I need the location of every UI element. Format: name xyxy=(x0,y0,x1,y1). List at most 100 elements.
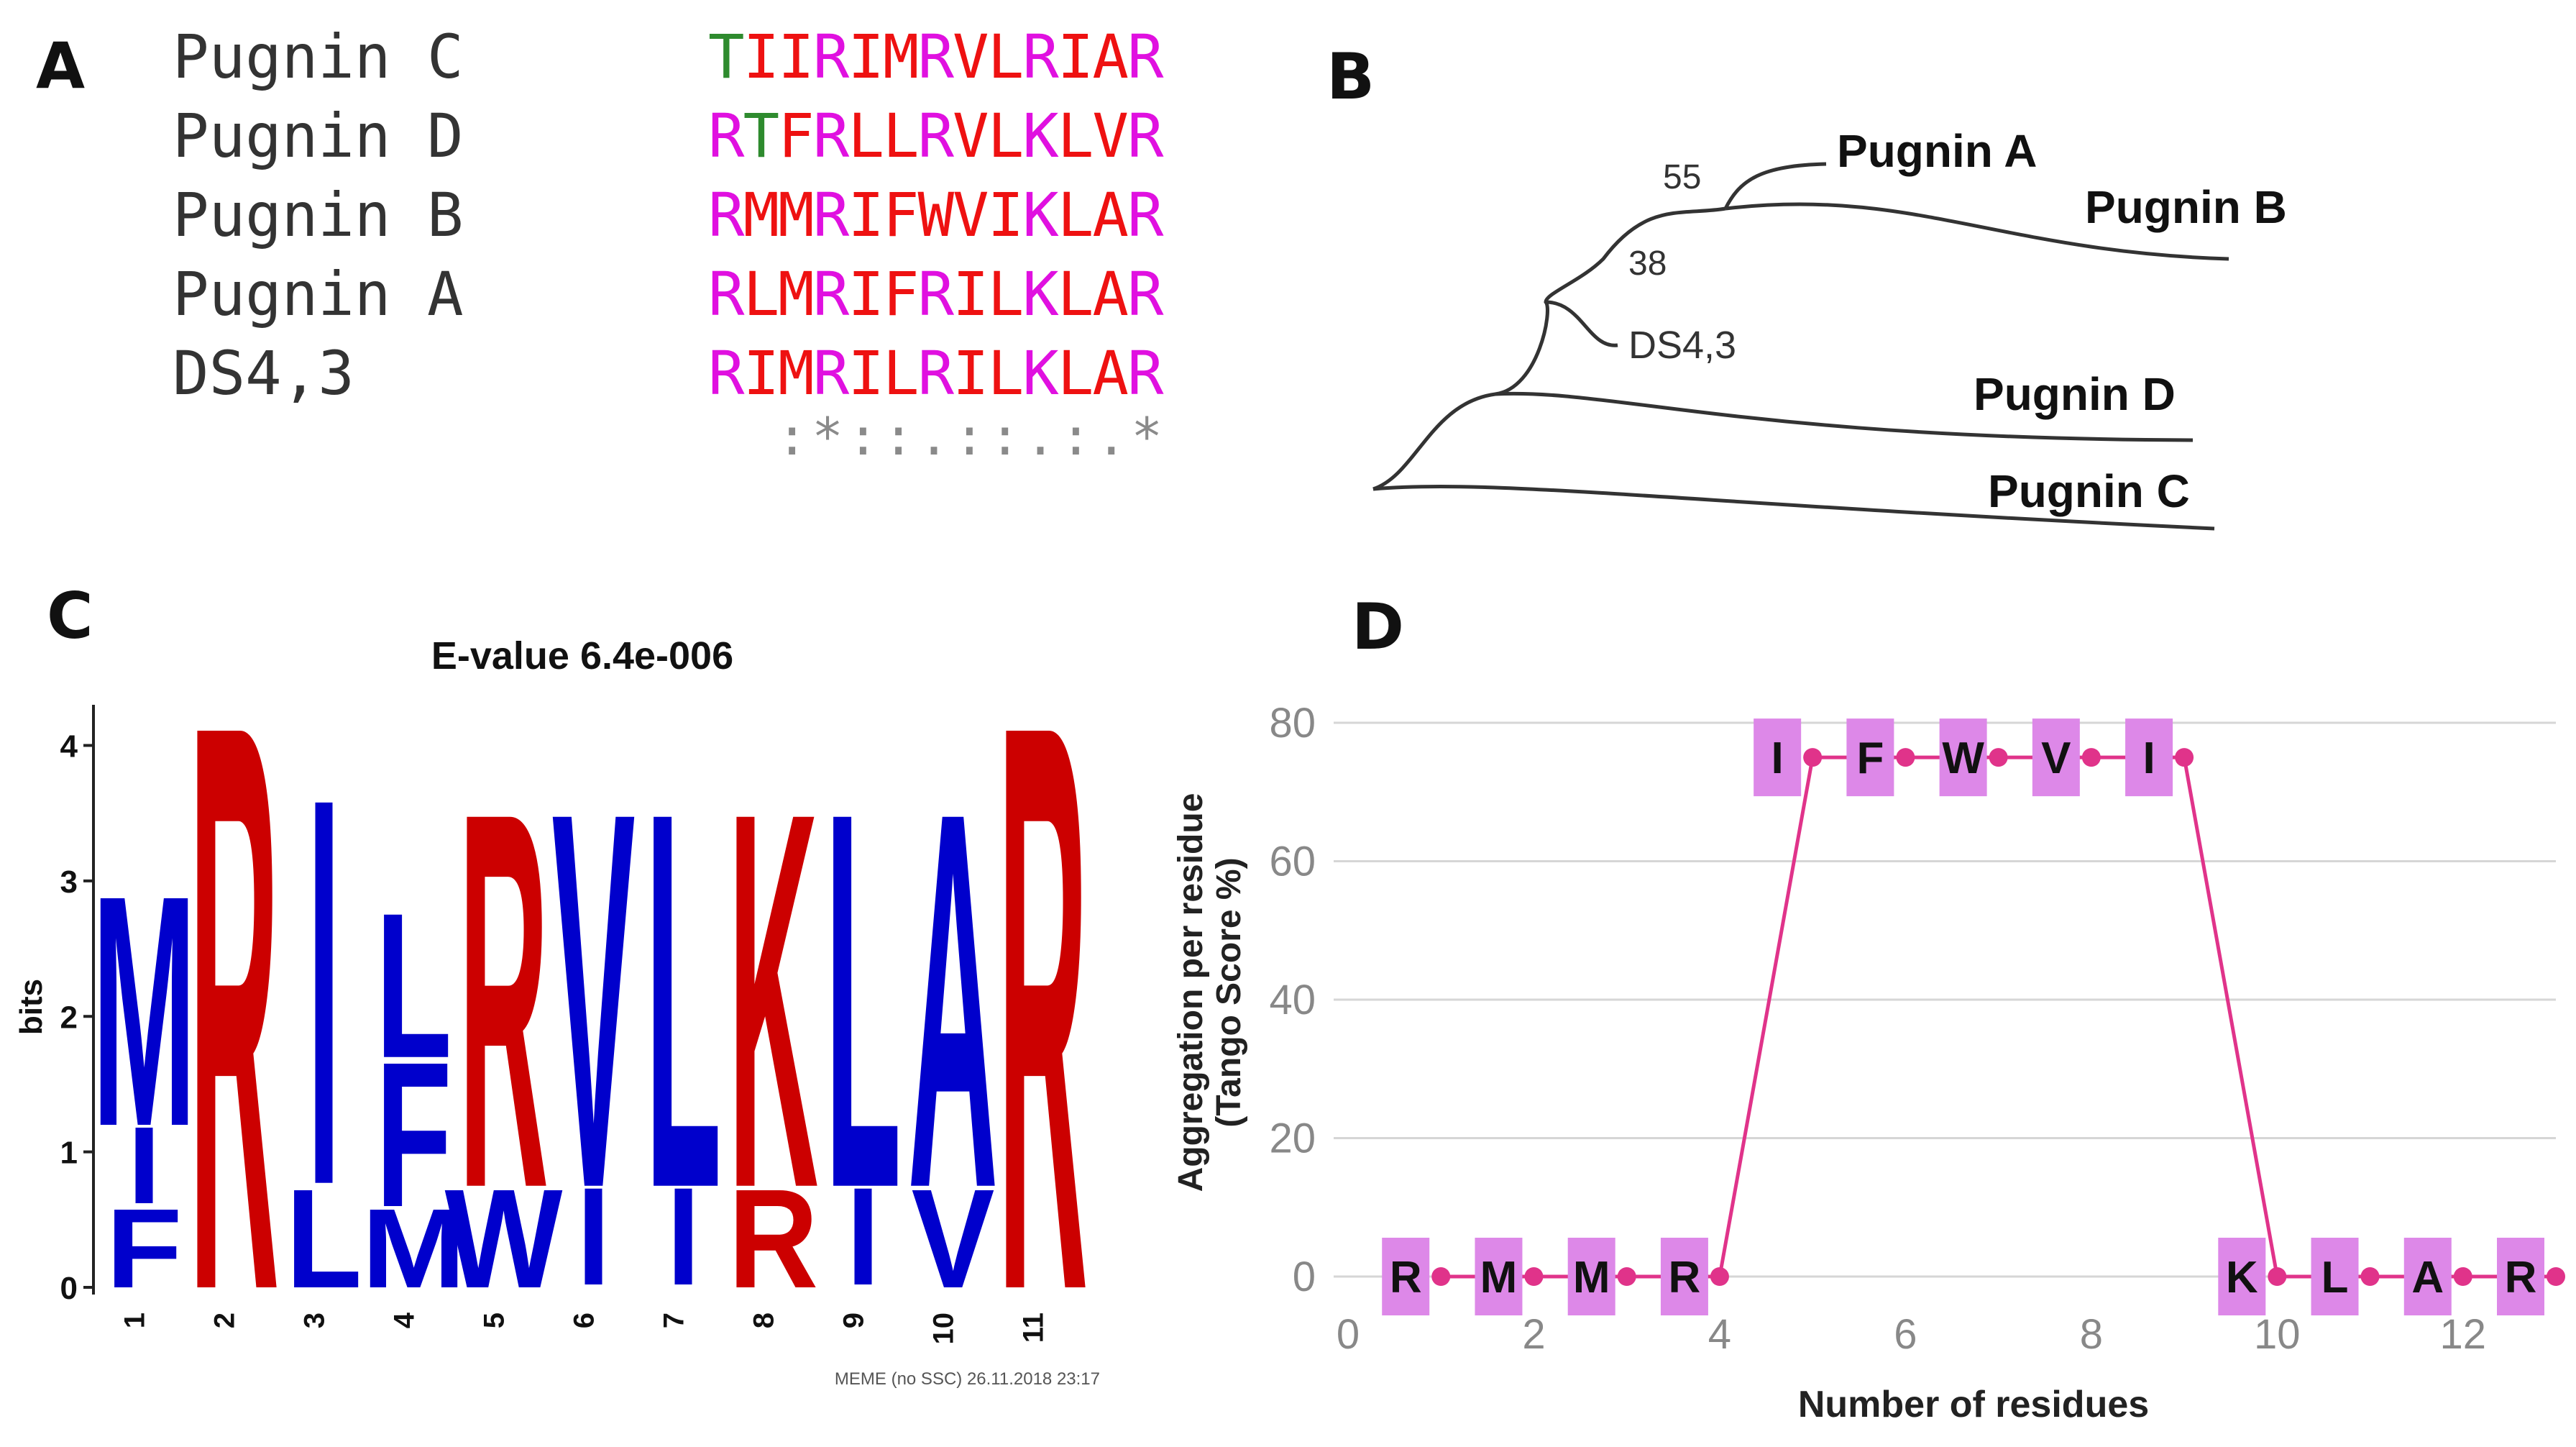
logo-letter: F xyxy=(375,1020,452,1251)
y-axis-label-line2: (Tango Score %) xyxy=(1210,857,1248,1127)
data-point xyxy=(2453,1267,2472,1286)
panel-label-d: D xyxy=(1352,590,1405,664)
x-tick-label: 0 xyxy=(1337,1311,1360,1358)
sequence-name: Pugnin D xyxy=(173,101,464,171)
tree-branch xyxy=(1372,391,2194,491)
residue: I xyxy=(848,180,884,250)
residue: V xyxy=(953,101,989,171)
residue: I xyxy=(743,22,780,92)
logo-letter: K xyxy=(728,700,818,1300)
data-point xyxy=(1896,748,1915,767)
logo-title: E-value 6.4e-006 xyxy=(431,634,733,677)
residue-box xyxy=(2218,1238,2266,1315)
residue: I xyxy=(848,338,884,408)
data-point xyxy=(1803,748,1823,767)
residue: L xyxy=(743,259,780,329)
residue: R xyxy=(708,338,745,408)
leaf-label: DS4,3 xyxy=(1628,324,1736,367)
logo-letter: M xyxy=(92,828,196,1195)
residue: R xyxy=(708,101,745,171)
residue: R xyxy=(1127,22,1164,92)
tree-branch xyxy=(1725,202,2229,261)
logo-y-tick-label: 3 xyxy=(60,864,78,900)
leaf-label: Pugnin A xyxy=(1837,125,2037,177)
data-point xyxy=(1989,748,2008,767)
residue-box xyxy=(1382,1238,1430,1315)
tree-branch xyxy=(1372,484,2215,531)
residue: R xyxy=(812,259,850,329)
residue-label: R xyxy=(2505,1253,2537,1302)
logo-chart: E-value 6.4e-006 bits MEME (no SSC) 26.1… xyxy=(14,561,1100,1447)
residue: R xyxy=(1127,180,1164,250)
residue: R xyxy=(708,180,745,250)
consensus-line: :*::.::.:.* xyxy=(776,406,1167,467)
logo-letter: L xyxy=(375,871,452,1102)
logo-letter: R xyxy=(459,700,549,1300)
residue: I xyxy=(778,22,815,92)
residue-label: R xyxy=(1669,1253,1701,1302)
data-point xyxy=(2175,748,2194,767)
logo-letter: L xyxy=(645,700,721,1300)
residue: M xyxy=(778,338,815,408)
logo-letter xyxy=(674,1188,692,1284)
residue: F xyxy=(882,259,920,329)
logo-position-label: 1 xyxy=(119,1313,151,1328)
residue-label: L xyxy=(2321,1253,2349,1302)
residue: L xyxy=(1057,180,1094,250)
logo-position-label: 4 xyxy=(389,1312,421,1328)
logo-letter: A xyxy=(908,700,998,1300)
logo-letter xyxy=(854,1188,872,1284)
panel-d-tango-chart: D 0 20 40 60 80 0 2 4 6 8 10 12 R M M R I F W V I K L A R Numbe… xyxy=(1165,561,2576,1447)
residue: L xyxy=(987,259,1025,329)
logo-y-tick-label: 4 xyxy=(60,729,78,764)
residue: I xyxy=(848,259,884,329)
residue: F xyxy=(778,101,815,171)
y-tick-label: 20 xyxy=(1269,1115,1316,1162)
residue: A xyxy=(1092,338,1129,408)
logo-letter: V xyxy=(912,1160,995,1318)
logo-y-tick-label: 2 xyxy=(60,1000,78,1035)
y-tick-label: 80 xyxy=(1269,700,1316,747)
logo-y-label: bits xyxy=(14,979,49,1035)
residue: R xyxy=(917,338,954,408)
residue: I xyxy=(848,22,884,92)
residue: F xyxy=(882,180,920,250)
residue: L xyxy=(882,101,920,171)
residue: L xyxy=(1057,338,1094,408)
sequence-residues: RLMRIFRILKLAR xyxy=(708,259,1163,329)
residue-box xyxy=(1939,718,1987,797)
panel-a-alignment: A Pugnin C TIIRIMRVLRIAR Pugnin D RTFRLLRVL… xyxy=(0,0,1222,518)
residue: R xyxy=(917,101,954,171)
logo-footer: MEME (no SSC) 26.11.2018 23:17 xyxy=(835,1369,1100,1389)
panel-label-a: A xyxy=(36,29,86,103)
residue: R xyxy=(917,22,954,92)
y-tick-label: 0 xyxy=(1293,1254,1316,1300)
residue: K xyxy=(1022,101,1059,171)
x-tick-label: 10 xyxy=(2254,1311,2301,1358)
logo-letter: R xyxy=(998,561,1088,1447)
sequence-name: Pugnin C xyxy=(173,22,464,92)
logo-letter: V xyxy=(552,700,636,1300)
data-point xyxy=(1524,1267,1544,1286)
residue: I xyxy=(1057,22,1094,92)
sequence-residues: RTFRLLRVLKLVR xyxy=(708,101,1163,171)
y-axis-label-line1: Aggregation per residue xyxy=(1172,793,1210,1192)
panel-label-b: B xyxy=(1326,40,1375,114)
y-tick-label: 40 xyxy=(1269,977,1316,1023)
residue: L xyxy=(848,101,884,171)
residue: I xyxy=(743,338,780,408)
data-point xyxy=(2547,1267,2565,1286)
leaf-label: Pugnin C xyxy=(1988,465,2190,517)
residue: L xyxy=(987,22,1025,92)
logo-letter: L xyxy=(825,700,901,1300)
logo-position-label: 2 xyxy=(209,1313,241,1328)
residue-box xyxy=(2497,1238,2544,1315)
residue: V xyxy=(953,22,989,92)
panel-b-tree: B 38 55 Pugnin A Pugnin B DS4,3 Pugnin D… xyxy=(1280,0,2576,561)
residue: M xyxy=(743,180,780,250)
x-tick-label: 6 xyxy=(1894,1311,1917,1358)
residue: L xyxy=(987,101,1025,171)
logo-letter xyxy=(315,802,333,1183)
residue: L xyxy=(1057,259,1094,329)
logo-y-tick-label: 1 xyxy=(60,1136,78,1171)
